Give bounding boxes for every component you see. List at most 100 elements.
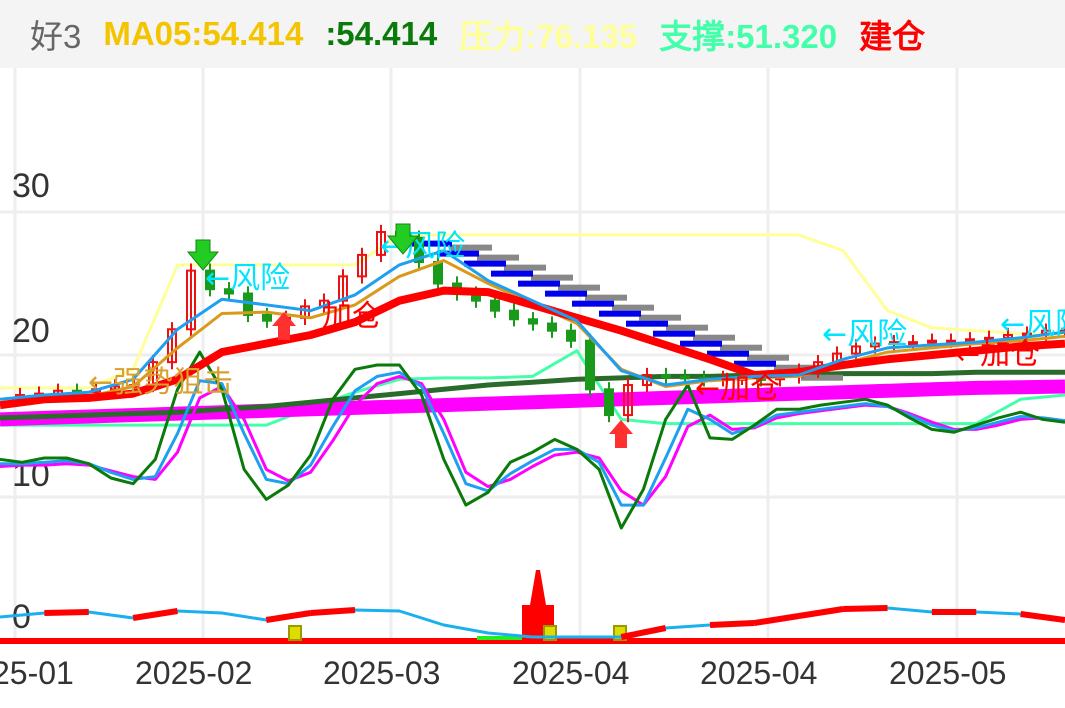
resistance-step [626,320,668,327]
resistance-step [653,330,695,337]
resistance-step [572,300,614,307]
candle-down [604,388,614,417]
candle-down [566,329,576,342]
candle-up [908,341,918,346]
resistance-step [707,350,749,357]
candle-up [357,253,367,278]
x-tick: 2025-05 [889,655,1006,691]
bottom-rising-segment [1020,611,1065,623]
resistance-step [720,344,762,351]
resistance-step [734,360,776,367]
resistance-step [774,364,816,371]
y-tick-20: 20 [12,312,50,350]
annotation-risk: ←风险 [822,317,907,352]
resistance-step [801,374,843,381]
bottom-rising-segment [798,606,844,619]
resistance-step [693,334,735,341]
bottom-spike-peak [530,570,546,605]
resistance-step [680,340,722,347]
bottom-signal-box [288,625,302,641]
y-tick-0: 0 [12,598,31,636]
candle-up [851,345,861,355]
resistance-step [531,274,573,281]
candle-up [889,341,899,346]
down-arrow-icon [386,223,420,255]
resistance-step [585,294,627,301]
candle-up [186,269,196,331]
stock-chart[interactable]: 30 20 10 0 ←风险 ←风险 ←风险 ←风险 加仓 ←加仓 ←加仓 ←强… [0,68,1065,708]
x-axis: 25-01 2025-02 2025-03 2025-04 2025-04 20… [0,655,1006,691]
bottom-rising-segment [753,613,800,626]
trend-green-line [0,369,1065,421]
ma05-value: MA05:54.414 [103,15,304,52]
y-tick-30: 30 [12,167,50,205]
bottom-rising-segment [44,609,89,616]
up-arrow-icon [272,312,296,340]
resistance-step [410,240,452,247]
stock-name: 好3 [30,18,82,55]
signal-arrows [186,223,633,448]
resistance-step [612,304,654,311]
candle-down [528,318,538,325]
x-tick: 25-01 [0,655,74,691]
build-position-label: 建仓 [859,18,926,55]
candle-down [205,269,215,291]
bottom-rising-segment [265,610,312,623]
bottom-rising-segment [709,620,755,628]
resistance-step [504,264,546,271]
resistance-step [464,260,506,267]
bottom-rising-segment [310,607,356,616]
ma-fast-line [0,249,1065,401]
pressure-value: 压力:76.135 [459,18,638,55]
resistance-step [437,250,479,257]
annotation-add-position: 加仓 [322,299,382,334]
annotation-add-position: ←加仓 [955,337,1040,372]
candle-down [680,375,690,380]
up-arrow-icon [609,420,633,448]
candle-down [414,236,424,264]
oscillator-green-line [0,350,1065,530]
resistance-step [477,254,519,261]
candle-up [376,231,386,256]
candle-up [623,384,633,417]
annotation-risk: ←风险 [205,261,290,296]
resistance-step [518,280,560,287]
resistance-step [599,310,641,317]
bottom-green-bar [477,636,530,640]
resistance-step [491,270,533,277]
candle-up [167,328,177,364]
support-line [0,349,1065,427]
annotation-add-position: ←加仓 [695,371,780,406]
resistance-step [639,314,681,321]
candle-down [433,261,443,285]
annotations: ←风险 ←风险 ←风险 ←风险 加仓 ←加仓 ←加仓 ←强势狙击 [88,229,1065,406]
candle-up [927,339,937,344]
candle-down [490,299,500,312]
candle-down [509,309,519,321]
support-value: 支撑:51.320 [659,18,838,55]
bottom-rising-segment [843,605,888,612]
x-tick: 2025-02 [135,655,252,691]
ma-long-line [0,286,1065,410]
annotation-risk: ←风险 [380,229,465,264]
resistance-step [558,284,600,291]
bottom-rising-segment [620,625,667,640]
resistance-step [666,324,708,331]
resistance-step [747,354,789,361]
series-layer [0,224,1065,644]
resistance-step [545,290,587,297]
candle-down [262,313,272,322]
candle-down [661,374,671,379]
x-tick: 2025-03 [323,655,440,691]
x-tick: 2025-04 [700,655,817,691]
current-value: :54.414 [325,15,438,52]
resistance-step [450,244,492,251]
candle-down [585,339,595,391]
candle-up [870,342,880,348]
candle-down [547,322,557,332]
annotation-risk: ←风险 [1000,307,1065,342]
annotation-strong-snipe: ←强势狙击 [88,365,233,400]
pressure-line [0,233,1065,390]
bottom-rising-segment [132,608,178,621]
candle-down [224,288,234,295]
